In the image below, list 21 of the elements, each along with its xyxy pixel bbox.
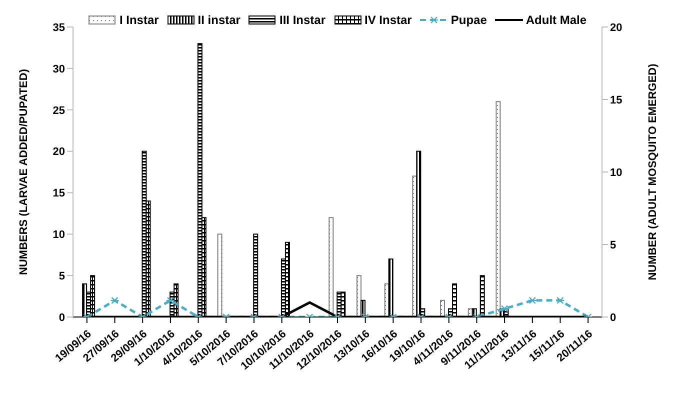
y2-tick-label: 0 <box>610 312 616 324</box>
y2-tick-label: 15 <box>610 94 622 106</box>
y-tick-label: 15 <box>52 188 65 200</box>
legend-label: I Instar <box>118 13 159 27</box>
y-tick-label: 35 <box>52 22 65 34</box>
y-tick-label: 30 <box>52 63 65 76</box>
legend-label: Pupae <box>450 13 487 27</box>
y2-tick-label: 10 <box>610 166 622 179</box>
y-tick-label: 5 <box>58 270 65 282</box>
y-axis-title: NUMBERS (LARVAE ADDED/PUPATED) <box>18 68 30 275</box>
y2-tick-label: 20 <box>610 22 622 34</box>
legend-label: III Instar <box>278 13 326 27</box>
y-tick-label: 0 <box>58 312 65 324</box>
y2-axis-title: NUMBER (ADULT MOSQUITO EMERGED) <box>646 63 659 280</box>
legend-label: IV Instar <box>364 13 412 27</box>
y-tick-label: 10 <box>52 229 65 242</box>
legend-label: Adult Male <box>524 13 587 27</box>
y-tick-label: 20 <box>52 146 65 158</box>
y-tick-label: 25 <box>52 104 65 117</box>
y2-tick-label: 5 <box>610 239 616 252</box>
legend-label: II instar <box>196 13 240 27</box>
